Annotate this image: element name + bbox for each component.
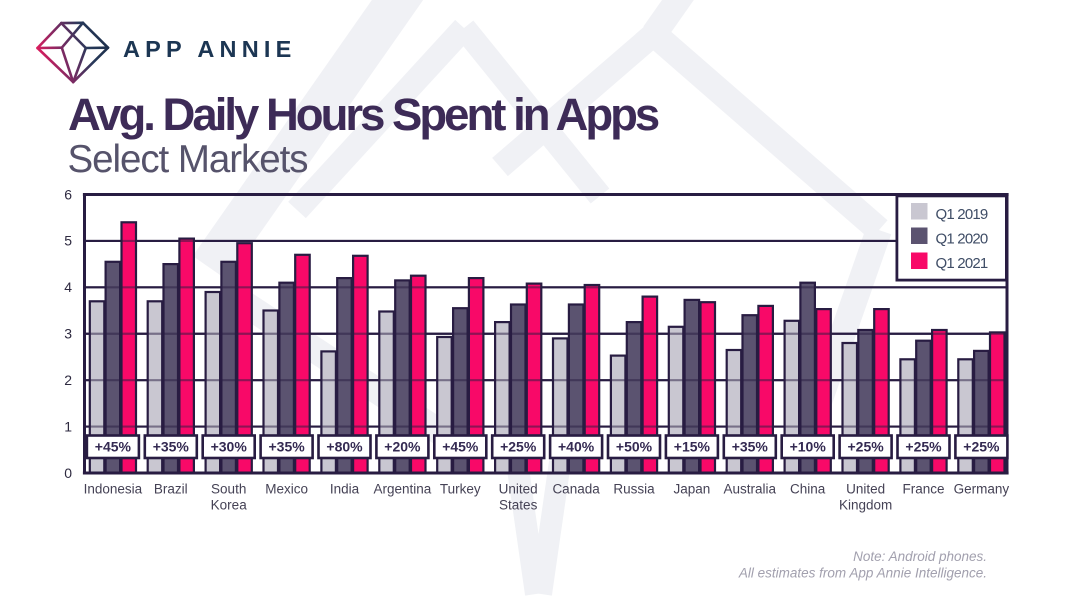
svg-text:Japan: Japan (674, 482, 711, 497)
svg-text:6: 6 (64, 186, 72, 202)
svg-text:Q1 2020: Q1 2020 (936, 230, 988, 247)
svg-text:5: 5 (64, 233, 72, 249)
svg-text:4: 4 (64, 279, 72, 295)
svg-text:+25%: +25% (847, 439, 884, 455)
svg-text:+40%: +40% (558, 439, 595, 455)
svg-text:+20%: +20% (384, 439, 421, 455)
svg-text:+15%: +15% (674, 439, 711, 455)
svg-text:+50%: +50% (616, 439, 653, 455)
svg-text:Australia: Australia (724, 482, 777, 497)
svg-text:+25%: +25% (905, 439, 942, 455)
svg-text:Germany: Germany (954, 482, 1010, 497)
svg-text:India: India (330, 482, 360, 497)
svg-text:+35%: +35% (732, 439, 769, 455)
svg-text:France: France (902, 482, 944, 497)
svg-text:Korea: Korea (211, 498, 248, 513)
svg-text:+10%: +10% (790, 439, 827, 455)
svg-text:All estimates from App Annie I: All estimates from App Annie Intelligenc… (738, 566, 987, 581)
svg-text:United: United (846, 482, 885, 497)
svg-text:+45%: +45% (442, 439, 479, 455)
svg-text:Indonesia: Indonesia (84, 482, 143, 497)
svg-text:0: 0 (64, 465, 72, 481)
svg-text:+25%: +25% (963, 439, 1000, 455)
svg-text:Canada: Canada (552, 482, 600, 497)
svg-text:1: 1 (64, 418, 72, 434)
svg-text:+35%: +35% (153, 439, 190, 455)
svg-text:+25%: +25% (500, 439, 537, 455)
svg-text:China: China (790, 482, 826, 497)
svg-text:United: United (499, 482, 538, 497)
svg-text:Turkey: Turkey (440, 482, 481, 497)
svg-text:2: 2 (64, 372, 72, 388)
svg-text:Note: Android phones.: Note: Android phones. (853, 549, 987, 564)
svg-text:3: 3 (64, 326, 72, 342)
svg-text:South: South (211, 482, 246, 497)
svg-text:States: States (499, 498, 538, 513)
svg-text:Russia: Russia (613, 482, 655, 497)
svg-text:Q1 2021: Q1 2021 (936, 255, 988, 272)
svg-text:+45%: +45% (95, 439, 132, 455)
svg-text:Kingdom: Kingdom (839, 498, 892, 513)
svg-text:+80%: +80% (326, 439, 363, 455)
svg-text:Q1 2019: Q1 2019 (936, 206, 988, 223)
svg-text:+30%: +30% (211, 439, 248, 455)
svg-text:Argentina: Argentina (374, 482, 432, 497)
svg-text:Brazil: Brazil (154, 482, 188, 497)
svg-text:+35%: +35% (268, 439, 305, 455)
svg-text:Mexico: Mexico (265, 482, 308, 497)
